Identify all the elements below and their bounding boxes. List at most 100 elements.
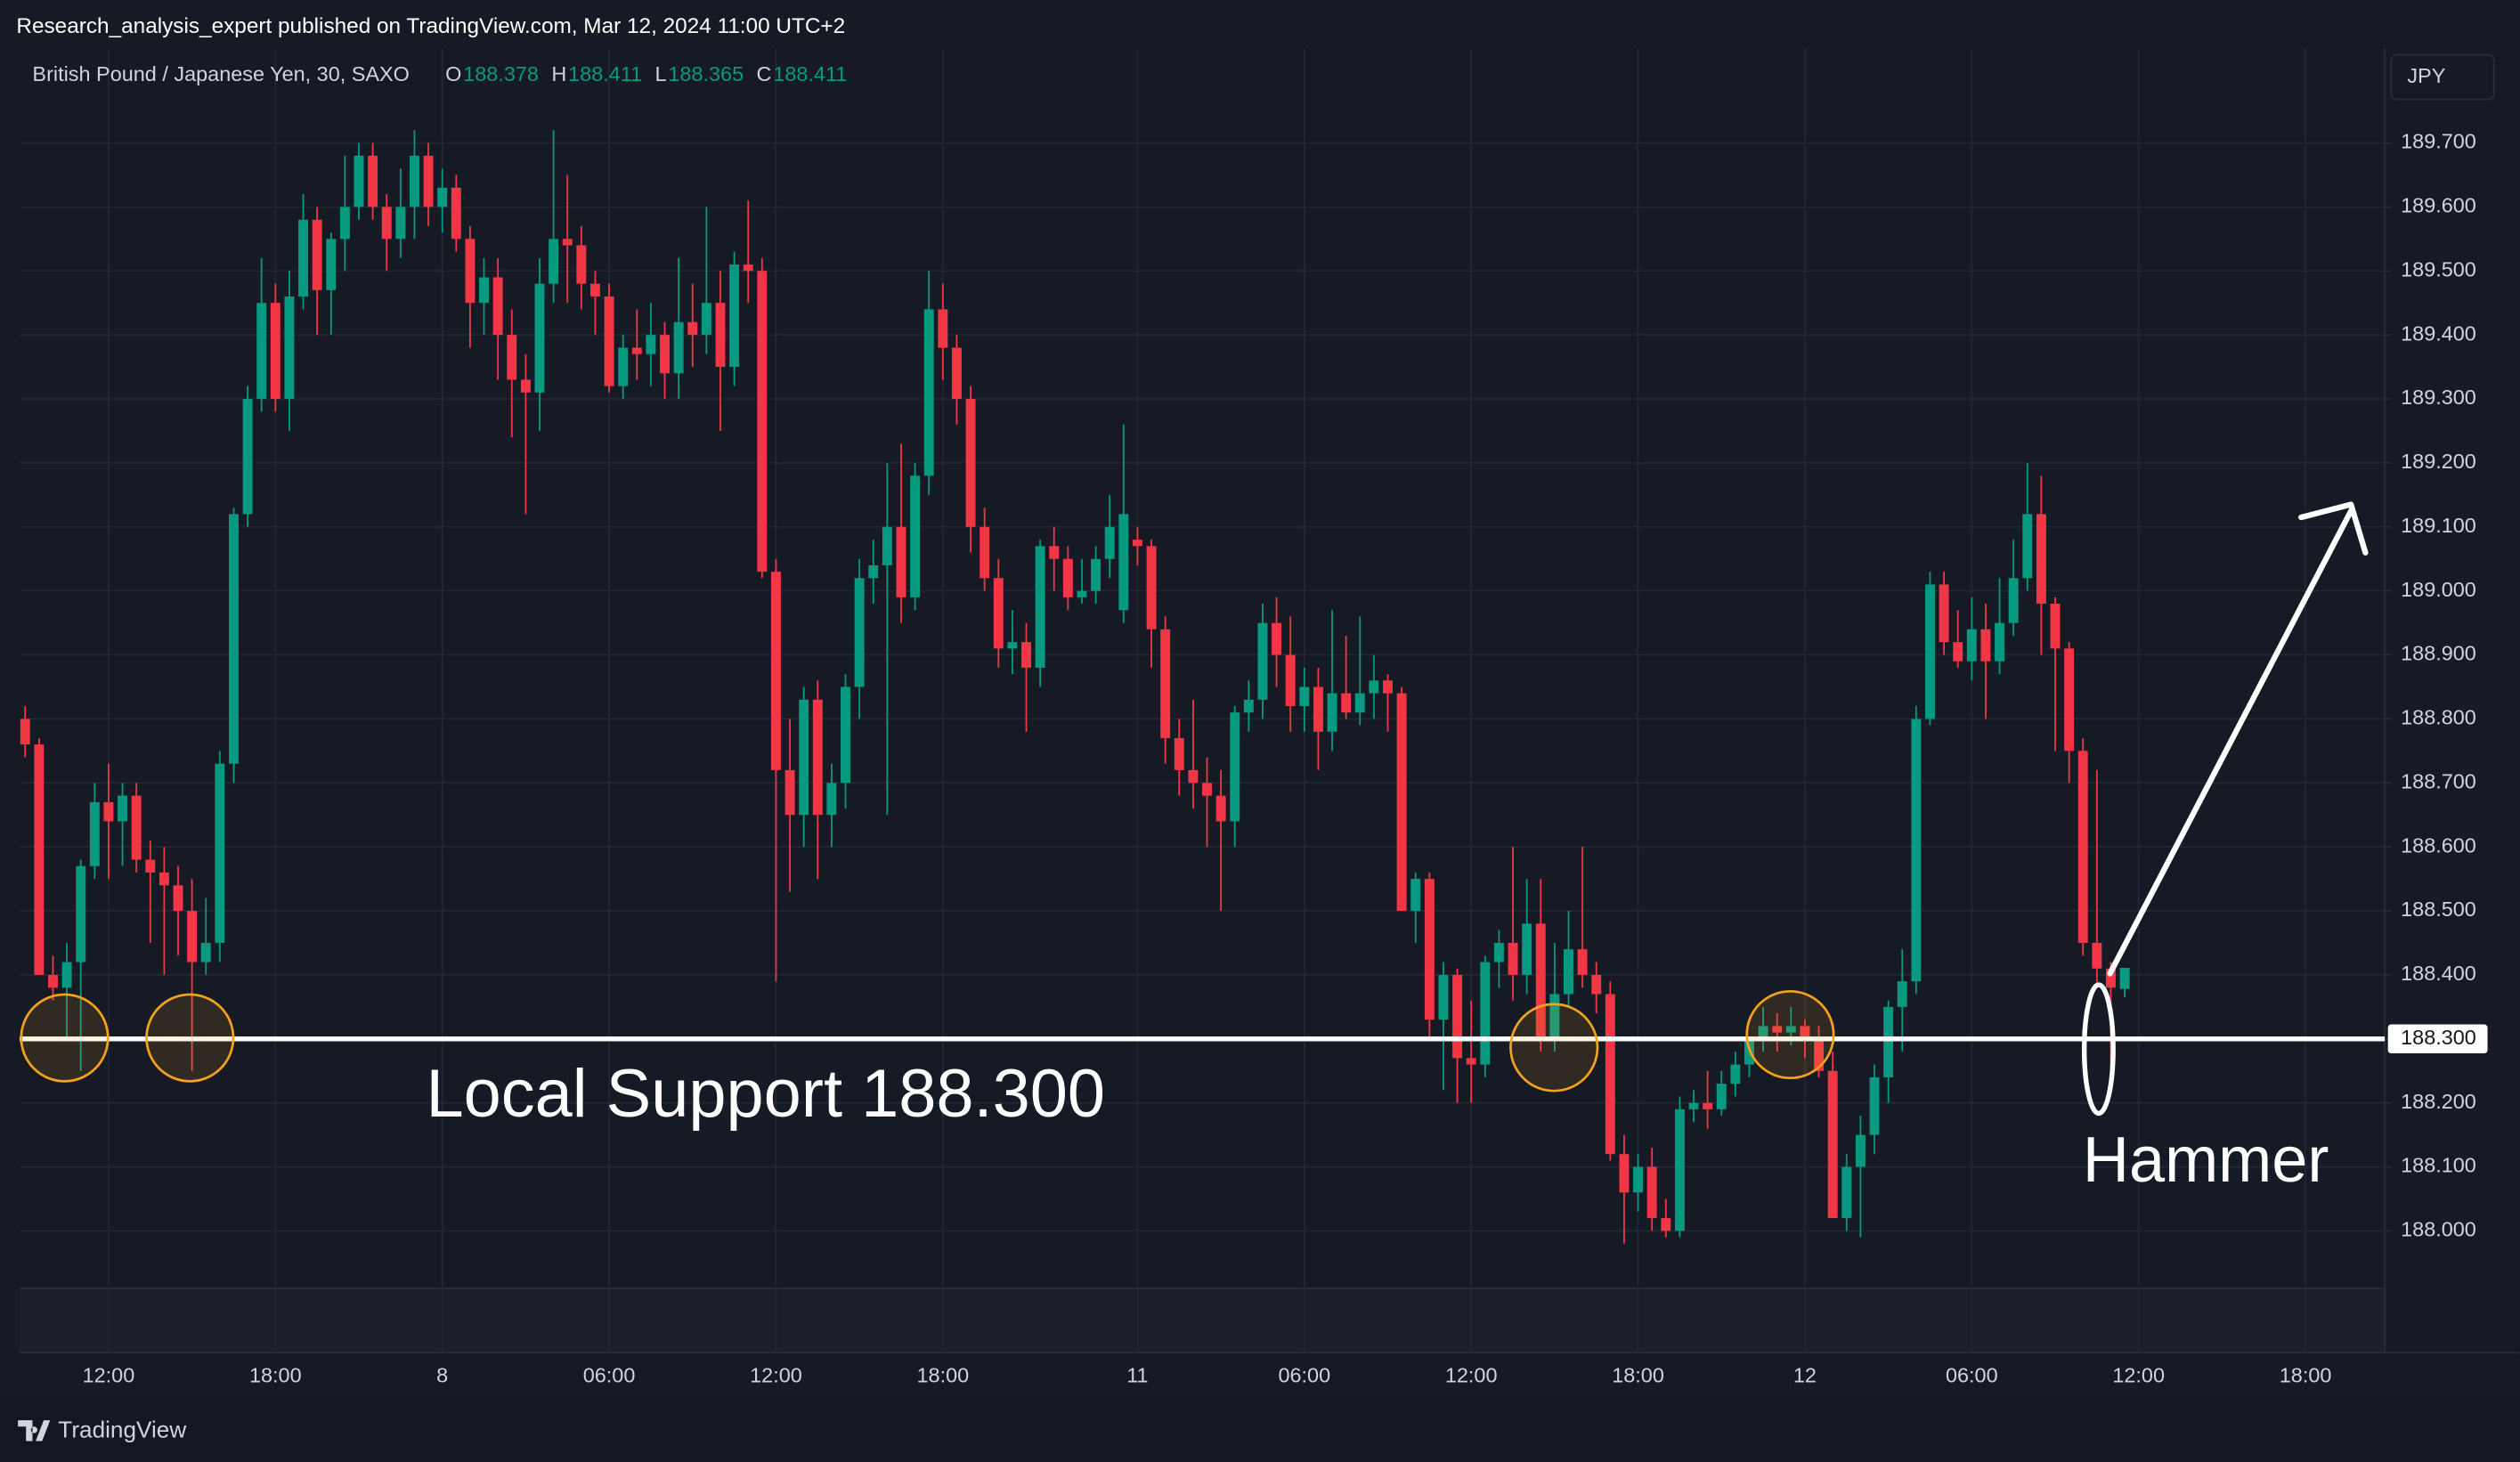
candle-body xyxy=(646,335,656,354)
candle-body xyxy=(799,699,809,816)
candle-body xyxy=(868,564,879,579)
y-tick-label: 189.400 xyxy=(2401,321,2476,345)
candle-body xyxy=(1869,1076,1880,1135)
x-tick-label: 8 xyxy=(436,1364,448,1387)
candle-body xyxy=(1146,546,1157,629)
support-annotation: Local Support 188.300 xyxy=(427,1056,1105,1132)
candle-body xyxy=(118,795,128,822)
y-tick-label: 188.800 xyxy=(2401,706,2476,729)
candle-body xyxy=(1911,719,1922,982)
candle-body xyxy=(1243,699,1254,713)
candle-body xyxy=(1410,879,1421,912)
candle-body xyxy=(1577,949,1588,975)
candle-body xyxy=(1522,923,1532,975)
candle-body xyxy=(1077,590,1087,597)
candle-body xyxy=(673,321,684,374)
candle-body xyxy=(298,219,309,297)
candle-body xyxy=(48,974,58,988)
candle-body xyxy=(1035,546,1045,668)
candle-body xyxy=(1549,994,1560,1039)
legend-label: O xyxy=(445,62,461,85)
candle-body xyxy=(549,239,559,284)
candle-body xyxy=(270,303,280,400)
candle-body xyxy=(1049,546,1060,559)
support-price-label: 188.300 xyxy=(2401,1026,2476,1049)
candle-body xyxy=(1327,693,1337,732)
candle-body xyxy=(687,321,698,336)
x-tick-label: 12:00 xyxy=(750,1364,802,1387)
y-tick-label: 188.000 xyxy=(2401,1218,2476,1241)
candle-body xyxy=(1174,737,1184,770)
candle-body xyxy=(507,335,517,380)
x-tick-label: 18:00 xyxy=(249,1364,302,1387)
y-tick-label: 189.300 xyxy=(2401,386,2476,409)
candle-body xyxy=(2077,751,2088,943)
candle-body xyxy=(562,239,573,246)
candle-body xyxy=(1257,622,1268,700)
candle-body xyxy=(618,347,629,386)
candle-body xyxy=(2106,968,2116,988)
candle-body xyxy=(1188,769,1199,784)
candle-body xyxy=(1062,558,1073,597)
currency-label[interactable]: JPY xyxy=(2407,64,2445,87)
y-tick-label: 189.600 xyxy=(2401,194,2476,217)
candle-body xyxy=(61,962,72,988)
candle-body xyxy=(1299,686,1310,707)
y-tick-label: 188.900 xyxy=(2401,642,2476,665)
x-tick-label: 06:00 xyxy=(1278,1364,1330,1387)
legend-label: C xyxy=(757,62,772,85)
legend-label: H xyxy=(551,62,566,85)
candle-body xyxy=(882,526,892,565)
candle-body xyxy=(1438,974,1449,1020)
candle-body xyxy=(2050,604,2061,649)
candle-body xyxy=(631,347,642,354)
support-touch-circle xyxy=(20,993,110,1083)
candle-body xyxy=(187,911,198,962)
candle-body xyxy=(910,475,921,597)
candle-body xyxy=(1424,879,1435,1020)
y-tick-label: 188.100 xyxy=(2401,1154,2476,1177)
candle-body xyxy=(729,264,740,368)
symbol-legend: British Pound / Japanese Yen, 30, SAXO xyxy=(32,62,409,85)
legend-value: 188.365 xyxy=(668,62,744,85)
candle-body xyxy=(1716,1084,1727,1109)
candle-body xyxy=(1104,526,1115,559)
candle-body xyxy=(354,155,364,207)
candle-body xyxy=(1661,1218,1671,1231)
candle-body xyxy=(1646,1166,1657,1219)
candle-body xyxy=(1883,1006,1894,1077)
candle-body xyxy=(770,572,781,770)
candle-body xyxy=(1925,584,1935,719)
candle-body xyxy=(757,271,768,573)
y-tick-label: 189.100 xyxy=(2401,514,2476,537)
candle-body xyxy=(1897,981,1907,1007)
candle-body xyxy=(1939,584,1949,643)
candle-body xyxy=(159,872,169,886)
candle-body xyxy=(1202,783,1212,796)
candle-body xyxy=(812,699,823,816)
candle-body xyxy=(339,207,350,240)
candle-body xyxy=(1354,693,1365,713)
legend-value: 188.378 xyxy=(463,62,539,85)
published-header: Research_analysis_expert published on Tr… xyxy=(16,14,845,38)
candle-body xyxy=(1493,942,1504,962)
y-tick-label: 189.000 xyxy=(2401,578,2476,601)
candle-body xyxy=(604,296,614,386)
candle-body xyxy=(2092,942,2102,969)
candle-body xyxy=(1466,1058,1476,1065)
currency-button[interactable] xyxy=(2390,53,2495,101)
candle-body xyxy=(743,264,753,272)
x-tick-label: 18:00 xyxy=(916,1364,969,1387)
candle-body xyxy=(1215,795,1226,822)
candle-body xyxy=(1688,1102,1699,1109)
support-price-tag xyxy=(2387,1024,2488,1054)
candle-body xyxy=(1953,642,1963,662)
candle-body xyxy=(1785,1026,1796,1033)
candle-body xyxy=(826,783,837,816)
candle-body xyxy=(520,379,531,393)
candle-body xyxy=(89,801,100,866)
support-touch-circle xyxy=(1745,989,1835,1080)
candle-body xyxy=(1633,1166,1644,1193)
